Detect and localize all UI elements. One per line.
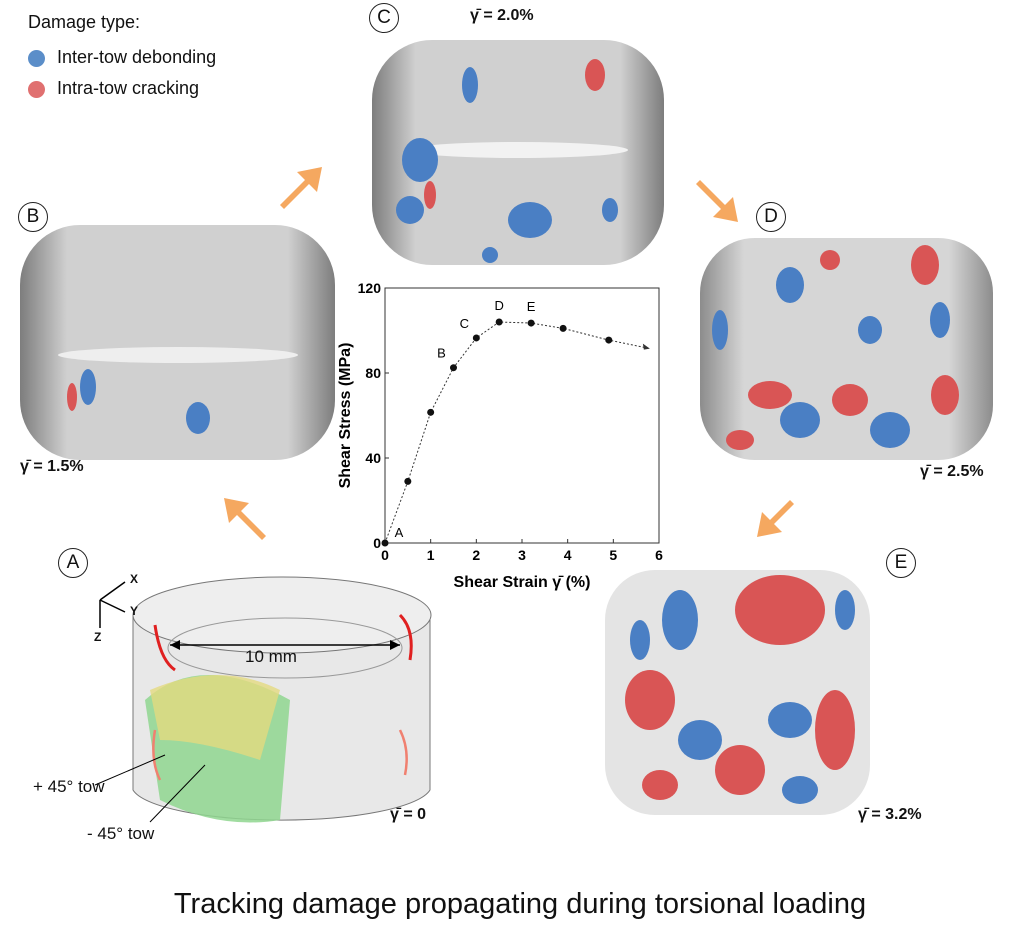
x-axis-label: Shear Strain γ̄ (%) <box>454 574 591 591</box>
y-tick-label: 40 <box>365 450 381 466</box>
specimen-d <box>700 238 993 460</box>
axis-x-label: X <box>130 572 139 586</box>
stress-strain-chart: 0 1 2 3 4 5 6 0 40 80 120 Shear Strain γ̄ (%) Shear … <box>337 280 663 591</box>
panel-marker-d: D <box>756 202 786 232</box>
panel-marker-a: A <box>58 548 88 578</box>
point-label: C <box>460 316 469 331</box>
minus-tow-label: - 45° tow <box>87 824 155 843</box>
panel-marker-c: C <box>369 3 399 33</box>
point-label: E <box>527 299 536 314</box>
arrow-icon <box>696 180 738 222</box>
x-tick-label: 1 <box>427 547 435 563</box>
strain-label-b: γ̄ = 1.5% <box>20 458 84 475</box>
specimen-e <box>605 570 870 815</box>
data-point <box>527 319 535 327</box>
data-point <box>381 539 389 547</box>
arrow-icon <box>224 498 266 540</box>
data-point <box>450 364 457 372</box>
progress-arrows <box>224 167 794 540</box>
red-dot-icon <box>28 80 45 98</box>
strain-label-c: γ̄ = 2.0% <box>470 7 534 24</box>
legend-title: Damage type: <box>28 12 141 32</box>
panel-marker-b: B <box>18 202 48 232</box>
axes-icon <box>99 581 126 628</box>
arrow-icon <box>280 167 322 209</box>
blue-dot-icon <box>28 49 45 67</box>
point-label: A <box>395 525 404 540</box>
x-tick-label: 6 <box>655 547 663 563</box>
trend-arrowhead <box>642 343 650 350</box>
point-label: D <box>494 298 503 313</box>
specimen-c <box>372 40 664 265</box>
strain-label-e: γ̄ = 3.2% <box>858 806 922 823</box>
y-tick-label: 0 <box>373 535 381 551</box>
panel-marker-e: E <box>886 548 916 578</box>
data-point <box>559 324 567 332</box>
specimen-a <box>94 576 432 823</box>
strain-label-a: γ̄ = 0 <box>390 806 427 823</box>
x-tick-label: 3 <box>518 547 526 563</box>
x-tick-label: 5 <box>609 547 617 563</box>
point-label: B <box>437 346 446 361</box>
data-point <box>427 408 435 416</box>
axis-y-label: Y <box>130 604 139 618</box>
axis-z-label: Z <box>94 630 102 644</box>
legend-item-cracking: Intra-tow cracking <box>28 78 199 99</box>
arrow-icon <box>757 500 794 537</box>
plot-frame <box>384 287 660 544</box>
x-tick-label: 4 <box>564 547 572 563</box>
data-point <box>472 334 480 342</box>
x-tick-label: 0 <box>381 547 389 563</box>
data-point <box>495 318 503 326</box>
y-axis-label: Shear Stress (MPa) <box>337 343 354 489</box>
legend-label: Intra-tow cracking <box>57 78 200 98</box>
x-tick-label: 2 <box>472 547 480 563</box>
diameter-label: 10 mm <box>245 647 297 666</box>
legend-item-debonding: Inter-tow debonding <box>28 47 216 68</box>
y-tick-label: 120 <box>358 280 382 296</box>
data-point <box>605 336 613 344</box>
legend-label: Inter-tow debonding <box>57 47 217 67</box>
strain-label-d: γ̄ = 2.5% <box>920 463 984 480</box>
tows-icon <box>145 675 290 823</box>
plus-tow-label: + 45° tow <box>33 777 105 796</box>
data-point <box>404 477 412 485</box>
trend-line <box>384 321 650 544</box>
specimen-b <box>20 225 335 460</box>
figure-caption: Tracking damage propagating during torsi… <box>173 888 867 920</box>
y-tick-label: 80 <box>365 365 381 381</box>
